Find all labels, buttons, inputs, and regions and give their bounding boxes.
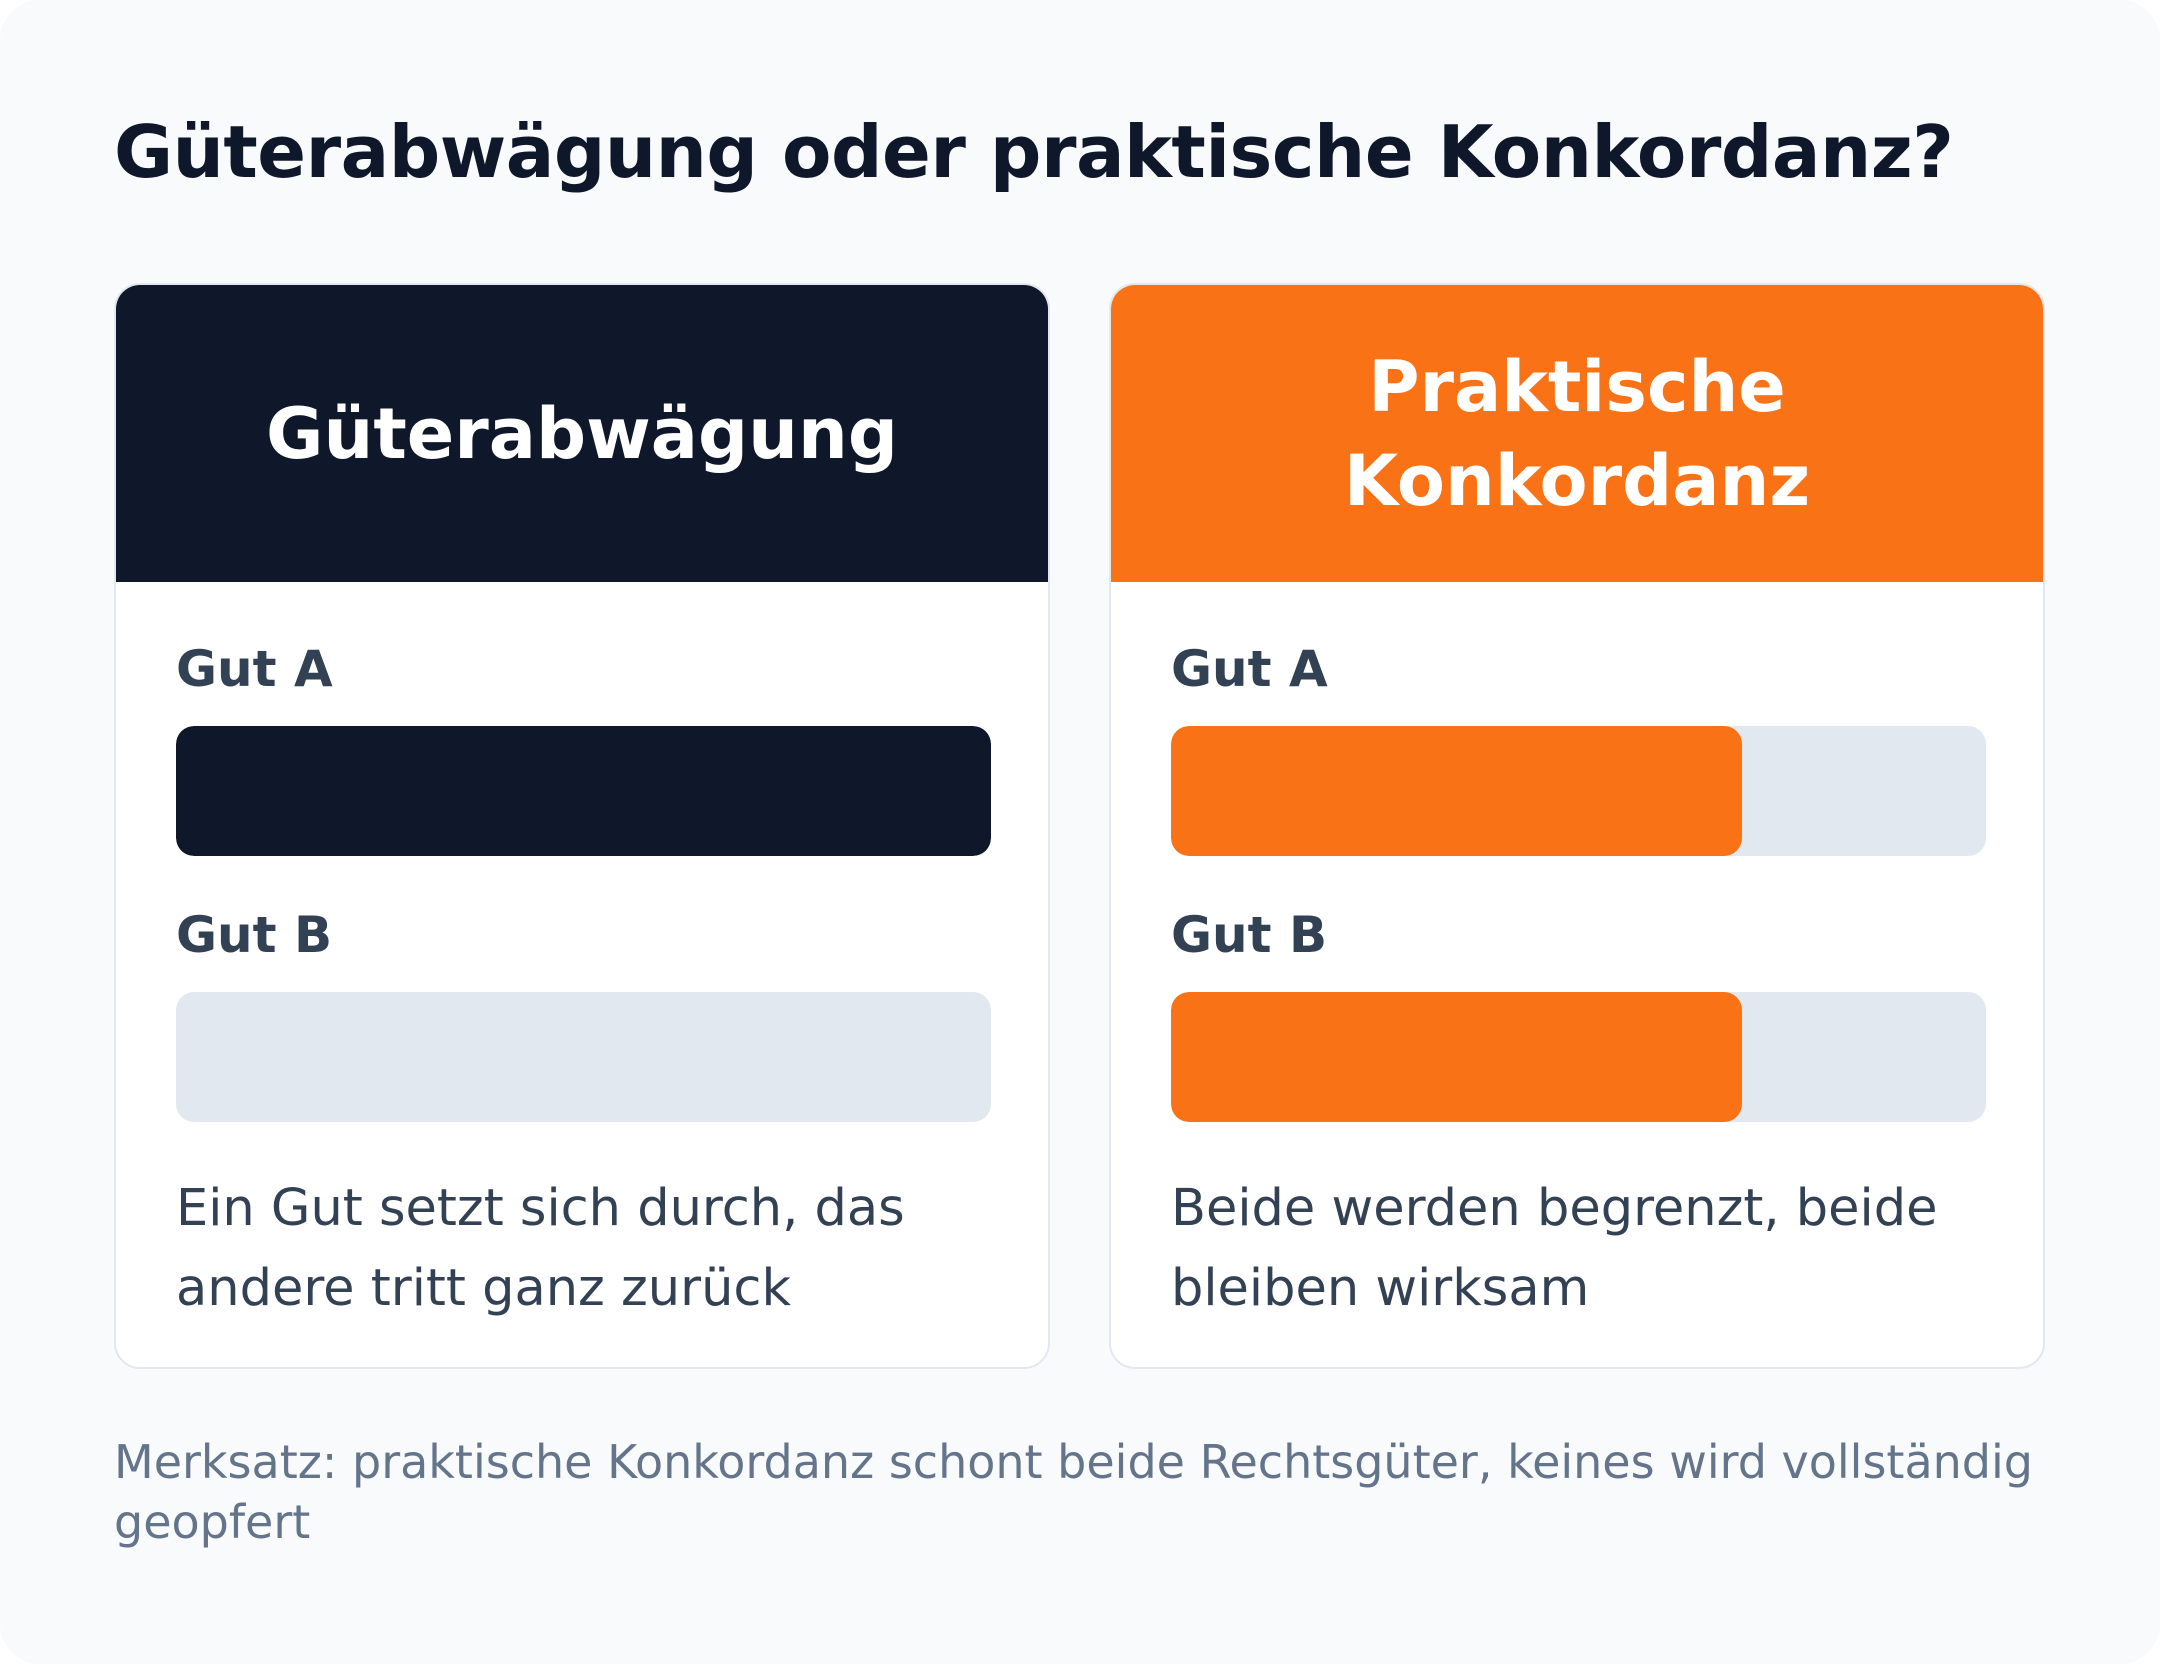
- good-b-label: Gut B: [1171, 906, 1328, 964]
- card-gueterabwaegung: Güterabwägung Gut A Gut B Ein Gut setzt …: [114, 283, 1050, 1369]
- good-a-bar-fill: [1171, 726, 1742, 856]
- card-header-praktische-konkordanz: Praktische Konkordanz: [1111, 285, 2043, 582]
- card-praktische-konkordanz: Praktische Konkordanz Gut A Gut B Beide …: [1109, 283, 2045, 1369]
- card-description: Ein Gut setzt sich durch, das andere tri…: [176, 1179, 905, 1318]
- good-a-label: Gut A: [176, 640, 333, 698]
- card-title: Praktische Konkordanz: [1343, 345, 1811, 522]
- good-b-bar-track: [176, 992, 991, 1122]
- good-a-bar-track: [1171, 726, 1986, 856]
- card-header-gueterabwaegung: Güterabwägung: [116, 285, 1048, 582]
- good-a-bar-track: [176, 726, 991, 856]
- footnote-merksatz: Merksatz: praktische Konkordanz schont b…: [114, 1435, 2033, 1549]
- card-title: Güterabwägung: [266, 392, 898, 475]
- good-a-label: Gut A: [1171, 640, 1328, 698]
- good-b-bar-track: [1171, 992, 1986, 1122]
- good-b-bar-fill: [1171, 992, 1742, 1122]
- page-title: Güterabwägung oder praktische Konkordanz…: [114, 110, 1954, 194]
- good-b-label: Gut B: [176, 906, 333, 964]
- card-description: Beide werden begrenzt, beide bleiben wir…: [1171, 1179, 1938, 1318]
- good-a-bar-fill: [176, 726, 991, 856]
